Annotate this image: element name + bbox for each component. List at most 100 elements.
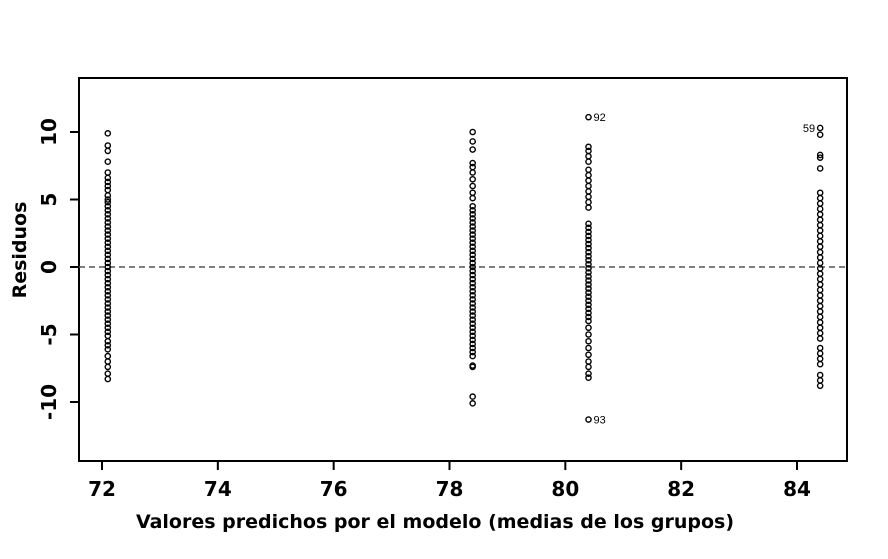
residual-point: [585, 317, 592, 325]
residual-point: [816, 248, 824, 256]
residual-point: [585, 177, 592, 184]
residual-point: [585, 265, 592, 272]
residual-point: [469, 206, 476, 214]
residual-point: [469, 336, 476, 344]
residual-point: [104, 375, 112, 383]
residual-point: [816, 232, 824, 240]
residual-point: [816, 297, 824, 305]
point-label: 92: [594, 112, 606, 124]
residual-point: [585, 166, 592, 174]
residual-point: [104, 196, 112, 203]
residual-point: [816, 313, 824, 321]
residual-point: [816, 227, 824, 234]
y-tick-label: 10: [37, 118, 61, 146]
residual-point: [585, 293, 592, 301]
residual-point: [585, 281, 592, 288]
residual-point: [585, 256, 592, 264]
residual-point: [104, 341, 112, 349]
residual-point: [469, 320, 476, 328]
residual-point: [816, 194, 824, 202]
residual-point: [104, 328, 112, 336]
residual-point: [104, 231, 112, 238]
residual-point: [104, 211, 112, 218]
residual-point: [816, 329, 824, 337]
residual-point: [469, 332, 476, 340]
residual-point: [104, 130, 112, 137]
residual-point: [816, 382, 824, 390]
residual-point: [104, 287, 112, 295]
residual-point: [816, 286, 824, 294]
residual-point: [469, 287, 476, 295]
residual-point: [816, 216, 824, 224]
residual-point: [469, 175, 476, 183]
residual-point: [469, 328, 476, 336]
residual-point: [469, 247, 476, 255]
residual-point: [469, 211, 476, 218]
x-tick-label: 80: [551, 477, 579, 501]
residual-point: [816, 221, 824, 229]
residual-point: [585, 416, 592, 423]
residual-point: [585, 277, 592, 284]
residual-point: [104, 198, 112, 206]
residual-point: [585, 260, 592, 268]
residual-point: [469, 219, 476, 226]
residual-point: [816, 355, 824, 363]
residual-point: [585, 252, 592, 260]
residual-point: [585, 182, 592, 190]
residual-point: [585, 344, 592, 352]
residual-point: [816, 377, 824, 384]
residual-point: [104, 174, 112, 182]
residual-point: [816, 319, 824, 326]
residual-point: [816, 270, 824, 278]
residual-point: [104, 292, 112, 299]
y-axis-title: Residuos: [9, 202, 31, 299]
residual-point: [469, 400, 476, 407]
y-axis: -10 -5 0 5 10: [37, 118, 79, 420]
residual-point: [816, 131, 824, 138]
residual-point: [585, 285, 592, 292]
residual-point: [104, 312, 112, 319]
residual-point: [585, 248, 592, 256]
x-tick-label: 82: [667, 477, 695, 501]
residual-point: [104, 251, 112, 259]
residual-point: [104, 300, 112, 307]
residual-point: [469, 231, 476, 238]
residual-point: [469, 259, 476, 267]
residual-point: [104, 158, 112, 165]
point-labels: 92 93 59: [594, 112, 816, 426]
residual-point: [469, 146, 476, 153]
residual-point: [469, 159, 476, 167]
residual-point: [585, 198, 592, 206]
residual-point: [816, 189, 824, 197]
residual-point: [104, 247, 112, 255]
residual-point: [469, 182, 476, 190]
y-tick-label: 5: [37, 193, 61, 207]
x-tick-label: 84: [783, 477, 811, 501]
residual-point: [816, 254, 824, 261]
residual-point: [104, 147, 112, 155]
residual-point: [585, 337, 592, 345]
residual-point: [469, 235, 476, 242]
residual-point: [585, 143, 592, 151]
residual-point: [585, 301, 592, 309]
x-axis-title: Valores predichos por el modelo (medias …: [136, 511, 734, 533]
residual-point: [585, 370, 592, 377]
residual-point: [469, 189, 476, 197]
residual-point: [104, 219, 112, 226]
residual-point: [816, 344, 824, 352]
residual-point: [585, 113, 592, 121]
residual-point: [469, 304, 476, 311]
residual-point: [104, 223, 112, 230]
residual-point: [585, 171, 592, 179]
x-axis: 72 74 76 78 80 82 84: [88, 461, 811, 501]
y-tick-label: -10: [37, 384, 61, 420]
residual-point: [585, 224, 592, 232]
residual-point: [104, 255, 112, 263]
residual-point: [469, 169, 476, 176]
residual-point: [816, 124, 824, 132]
residual-point: [104, 337, 112, 345]
residual-point: [104, 202, 112, 210]
residual-point: [585, 289, 592, 296]
residual-point: [469, 267, 476, 275]
